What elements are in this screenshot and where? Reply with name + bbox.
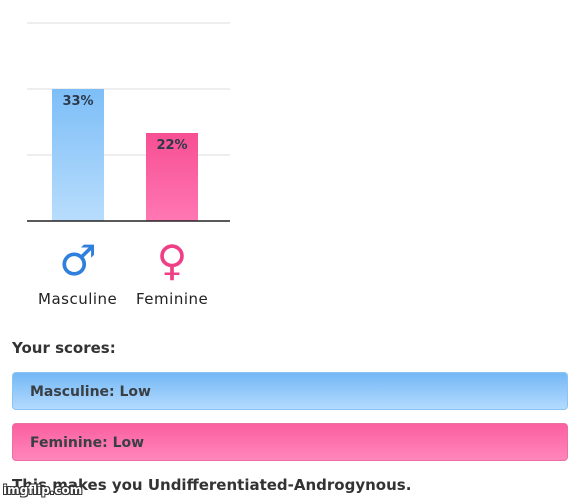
result-text: This makes you Undifferentiated-Androgyn… xyxy=(12,476,412,494)
bar-feminine xyxy=(146,133,198,221)
watermark: imgflip.com xyxy=(3,483,83,497)
scores-heading: Your scores: xyxy=(12,339,116,357)
feminine-score-bar: Feminine: Low xyxy=(12,423,568,461)
masculine-symbol-icon: ♂ xyxy=(59,236,97,285)
category-label-masculine: Masculine xyxy=(38,290,118,308)
feminine-symbol-icon: ♀ xyxy=(156,236,188,285)
category-label-feminine: Feminine xyxy=(136,290,209,308)
bar-value-label: 33% xyxy=(62,94,93,109)
masculine-score-bar: Masculine: Low xyxy=(12,372,568,410)
bar-masculine xyxy=(52,89,104,221)
chart-bars: 33% 22% xyxy=(52,89,198,221)
gender-score-chart: 33% 22% xyxy=(27,22,230,222)
bar-value-label: 22% xyxy=(156,138,187,153)
